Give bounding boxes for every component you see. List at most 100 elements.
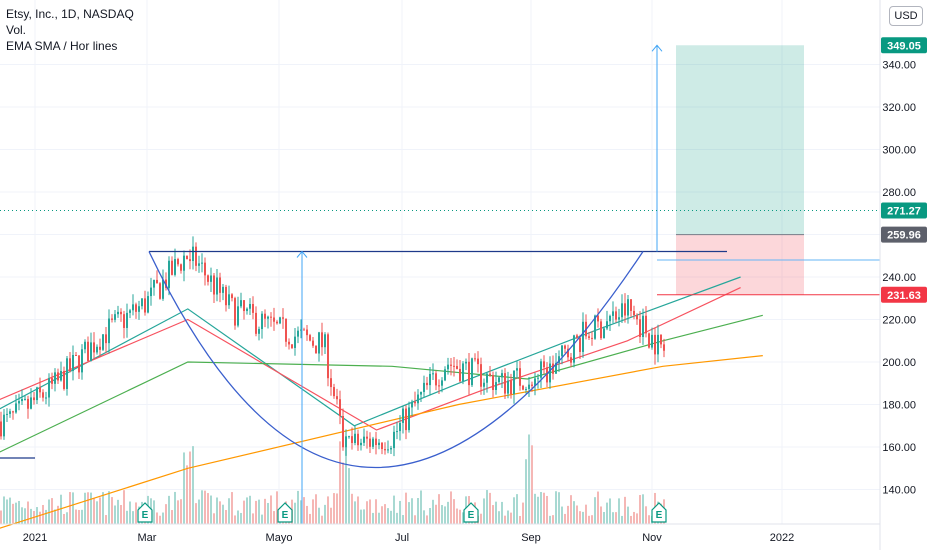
candle-body: [660, 334, 662, 345]
candle-body: [18, 401, 20, 404]
volume-bar: [48, 499, 50, 524]
price-tick-label: 300.00: [882, 145, 916, 157]
candle-body: [450, 364, 452, 366]
candle-body: [642, 315, 644, 337]
candle-body: [504, 373, 506, 394]
volume-bar: [327, 496, 329, 524]
candle-body: [228, 294, 230, 306]
candle-body: [510, 380, 512, 395]
candle-body: [99, 346, 101, 350]
candle-body: [468, 361, 470, 386]
volume-bar: [57, 505, 59, 524]
volume-bar: [255, 500, 257, 524]
candle-body: [408, 407, 410, 431]
volume-bar: [273, 511, 275, 524]
volume-bar: [591, 515, 593, 524]
drawings[interactable]: [0, 44, 880, 524]
moving-average-line: [0, 276, 741, 427]
volume-indicator-label[interactable]: Vol.: [6, 23, 27, 37]
volume-bar: [447, 501, 449, 524]
candle-body: [162, 279, 164, 299]
candle-body: [171, 260, 173, 275]
volume-bar: [462, 512, 464, 524]
volume-bar: [6, 499, 8, 524]
time-tick-label: Mar: [138, 532, 157, 544]
candle-body: [150, 287, 152, 297]
volume-bar: [75, 509, 77, 524]
volume-bar: [81, 509, 83, 524]
price-tag-label: 231.63: [887, 290, 921, 302]
volume-bar: [189, 451, 191, 524]
candle-body: [438, 385, 440, 387]
volume-bar: [588, 515, 590, 524]
cup-arc: [148, 251, 644, 468]
moving-average-line: [0, 355, 763, 529]
candle-body: [516, 368, 518, 371]
candle-body: [495, 382, 497, 390]
volume-bar: [390, 510, 392, 524]
currency-button[interactable]: USD: [889, 6, 923, 26]
candle-body: [285, 318, 287, 342]
candle-body: [303, 329, 305, 331]
ema-sma-indicator-label[interactable]: EMA SMA / Hor lines: [6, 39, 118, 53]
candle-body: [348, 436, 350, 438]
candle-body: [195, 246, 197, 266]
volume-bar: [627, 506, 629, 524]
volume-bar: [153, 500, 155, 524]
candle-body: [213, 275, 215, 295]
volume-bar: [240, 512, 242, 524]
volume-bar: [402, 515, 404, 524]
candle-body: [156, 279, 158, 284]
volume-bar: [165, 504, 167, 524]
volume-bar: [207, 493, 209, 524]
candle-body: [627, 299, 629, 316]
volume-bar: [216, 497, 218, 524]
candle-body: [51, 378, 53, 384]
price-tick-label: 340.00: [882, 60, 916, 72]
volume-bar: [171, 510, 173, 524]
volume-bar: [186, 465, 188, 524]
candle-body: [342, 416, 344, 448]
candle-body: [417, 394, 419, 404]
symbol-title[interactable]: Etsy, Inc., 1D, NASDAQ: [6, 7, 134, 21]
candle-body: [465, 361, 467, 364]
candle-body: [267, 316, 269, 319]
volume-bar: [450, 491, 452, 524]
candle-body: [72, 354, 74, 372]
candle-body: [24, 398, 26, 400]
candle-body: [411, 401, 413, 408]
volume-bar: [162, 512, 164, 524]
price-tag: [881, 37, 927, 54]
price-axis[interactable]: 140.00160.00180.00200.00220.00240.00260.…: [882, 60, 916, 497]
candle-body: [624, 303, 626, 316]
volume-bar: [444, 506, 446, 524]
candle-body: [84, 341, 86, 350]
volume-bar: [648, 515, 650, 524]
candle-body: [597, 315, 599, 322]
profit-zone: [676, 45, 804, 235]
long-position-tool[interactable]: [676, 45, 804, 295]
volume-bar: [636, 513, 638, 524]
time-tick-label: Sep: [521, 532, 541, 544]
volume-bar: [27, 501, 29, 524]
candle-body: [567, 348, 569, 358]
volume-bar: [312, 499, 314, 524]
candle-body: [576, 335, 578, 338]
candle-body: [318, 332, 320, 354]
volume-bar: [198, 499, 200, 524]
candle-body: [129, 310, 131, 313]
candle-body: [234, 298, 236, 326]
candle-body: [237, 306, 239, 326]
candle-body: [174, 259, 176, 275]
time-axis[interactable]: 2021 Mar Mayo Jul Sep Nov 2022: [23, 532, 794, 544]
candle-body: [327, 334, 329, 379]
volume-bar: [537, 496, 539, 524]
volume-bar: [84, 492, 86, 524]
volume-bar: [99, 497, 101, 524]
candle-body: [393, 431, 395, 449]
volume-bar: [342, 462, 344, 524]
volume-bar: [507, 510, 509, 524]
candle-body: [543, 361, 545, 368]
